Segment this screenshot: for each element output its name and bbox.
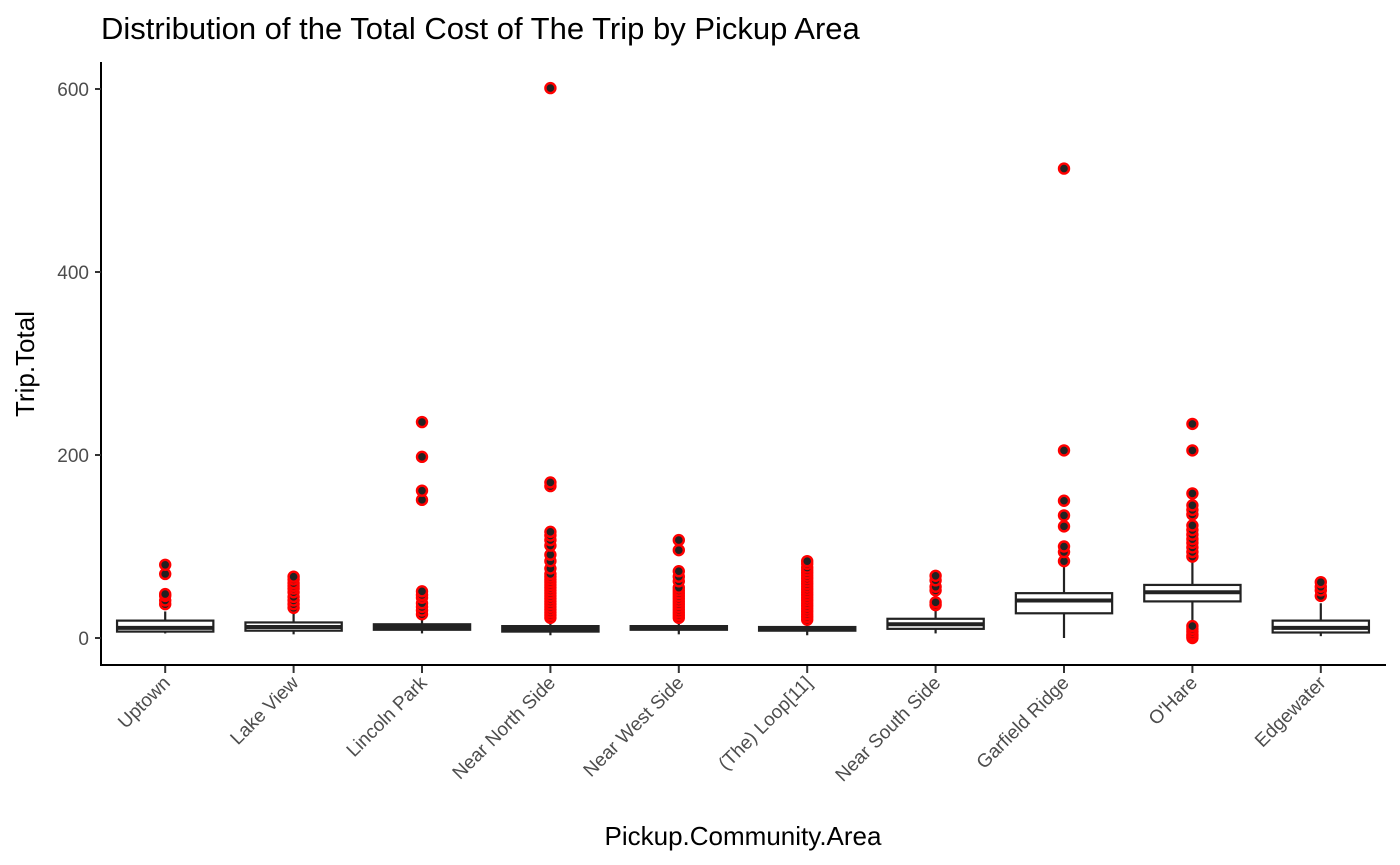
y-tick-label: 200 xyxy=(57,446,89,467)
outlier-point xyxy=(801,554,814,568)
y-tick-label: 600 xyxy=(57,80,89,101)
box-group xyxy=(1143,417,1242,645)
x-tick-label: Lincoln Park xyxy=(343,672,432,761)
outlier-point xyxy=(1057,509,1071,522)
x-tick-label: Garfield Ridge xyxy=(973,673,1074,774)
box-group xyxy=(244,570,343,635)
box-group xyxy=(501,81,600,636)
outlier-point xyxy=(158,587,172,601)
box-group xyxy=(115,558,215,634)
outlier-point xyxy=(672,543,685,557)
outlier-point xyxy=(1186,417,1199,431)
x-tick-label: Near South Side xyxy=(832,673,945,786)
outlier-point xyxy=(1057,494,1071,507)
box-group xyxy=(372,415,472,634)
box-group xyxy=(1271,575,1371,637)
outlier-point xyxy=(415,484,429,497)
y-tick-label: 0 xyxy=(78,629,89,650)
outlier-point xyxy=(415,415,429,429)
box xyxy=(1014,592,1114,615)
outlier-point xyxy=(929,596,942,609)
outlier-point xyxy=(415,585,429,598)
outlier-point xyxy=(929,569,942,582)
outlier-point xyxy=(1314,575,1328,589)
outlier-point xyxy=(1057,520,1071,533)
x-axis-ticks: Uptown Lake View Lincoln Park Near North Si… xyxy=(114,666,1331,786)
chart-title: Distribution of the Total Cost of The Tr… xyxy=(101,11,861,46)
outlier-point xyxy=(544,476,557,489)
y-tick-label: 400 xyxy=(57,263,89,284)
outlier-point xyxy=(1186,444,1199,457)
x-tick-label: Near West Side xyxy=(580,673,689,782)
y-axis-ticks: 0 200 400 600 xyxy=(57,80,101,650)
x-tick-label: Uptown xyxy=(114,673,174,733)
outlier-point xyxy=(1057,444,1071,457)
outlier-point xyxy=(1057,162,1071,175)
outlier-point xyxy=(672,533,685,547)
box-group xyxy=(886,569,985,634)
outlier-point xyxy=(1057,540,1071,553)
outlier-point xyxy=(415,450,429,464)
x-tick-label: Near North Side xyxy=(449,673,560,784)
y-axis-title: Trip.Total xyxy=(10,311,40,417)
outlier-point xyxy=(544,81,557,95)
x-tick-label: Lake View xyxy=(227,672,304,749)
outlier-point xyxy=(544,525,557,539)
x-tick-label: (The) Loop[11] xyxy=(715,673,817,775)
x-axis-title: Pickup.Community.Area xyxy=(605,821,882,851)
boxplot-series xyxy=(115,81,1371,645)
box-group xyxy=(629,533,729,635)
box-group xyxy=(757,554,857,636)
outlier-point xyxy=(1186,487,1199,500)
outlier-point xyxy=(1186,519,1199,532)
outlier-point xyxy=(1186,619,1199,633)
outlier-point xyxy=(287,570,300,583)
outlier-point xyxy=(158,558,172,571)
outlier-point xyxy=(672,565,685,578)
outlier-point xyxy=(1186,499,1199,512)
box-group xyxy=(1014,162,1114,638)
x-tick-label: O'Hare xyxy=(1145,673,1202,730)
x-tick-label: Edgewater xyxy=(1251,672,1331,752)
